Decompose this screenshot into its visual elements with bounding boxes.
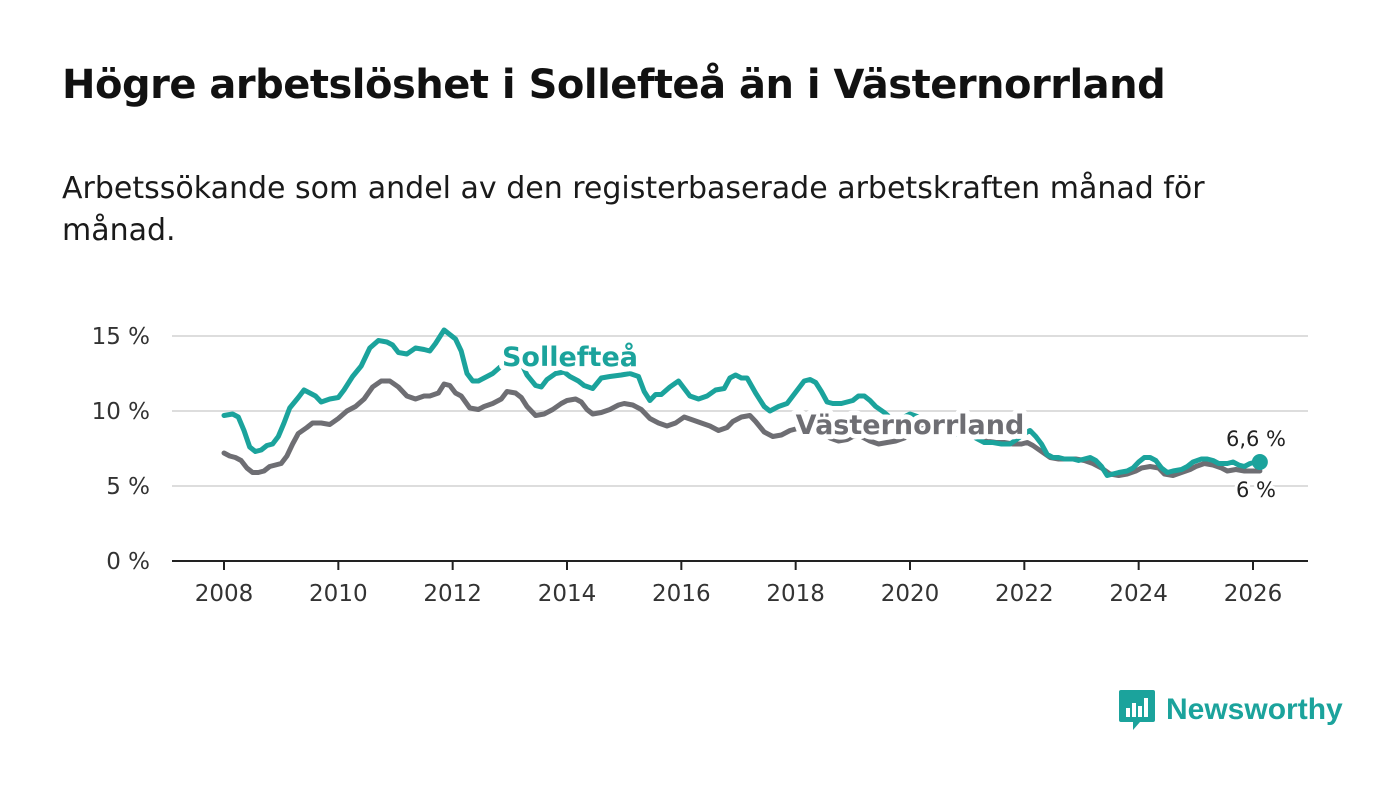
y-axis-ticks: 0 % 5 % 10 % 15 % bbox=[92, 324, 150, 575]
series-lines bbox=[221, 327, 1268, 478]
x-tick-label-2012: 2012 bbox=[423, 581, 482, 607]
series-line-solleftea bbox=[221, 327, 1263, 478]
x-tick-label-2016: 2016 bbox=[652, 581, 711, 607]
y-tick-label-15: 15 % bbox=[92, 324, 150, 350]
x-tick-label-2014: 2014 bbox=[538, 581, 597, 607]
x-tick-label-2026: 2026 bbox=[1224, 581, 1283, 607]
end-value-label-vasternorrland: 6 % bbox=[1236, 478, 1276, 502]
series-endpoint-solleftea bbox=[1251, 454, 1268, 470]
x-tick-label-2020: 2020 bbox=[881, 581, 940, 607]
x-axis-ticks: 2008 2010 2012 2014 2016 2018 2020 2022 2024 2026 bbox=[195, 561, 1283, 607]
y-tick-label-10: 10 % bbox=[92, 399, 150, 425]
series-labels: Sollefteå Västernorrland 6,6 % 6 % bbox=[497, 336, 1289, 505]
x-tick-label-2024: 2024 bbox=[1109, 581, 1168, 607]
y-tick-label-0: 0 % bbox=[106, 549, 150, 575]
bar-chart-speech-bubble-icon bbox=[1119, 690, 1155, 730]
y-tick-label-5: 5 % bbox=[106, 474, 150, 500]
brand-name: Newsworthy bbox=[1166, 693, 1343, 726]
chart-subtitle: Arbetssökande som andel av den registerb… bbox=[62, 171, 1205, 248]
gridlines bbox=[172, 335, 1308, 487]
series-line-vasternorrland bbox=[221, 378, 1263, 478]
x-tick-label-2022: 2022 bbox=[995, 581, 1054, 607]
brand-logo: Newsworthy bbox=[1118, 688, 1343, 732]
series-label-solleftea: Sollefteå bbox=[502, 341, 638, 373]
x-tick-label-2010: 2010 bbox=[309, 581, 368, 607]
end-value-label-solleftea: 6,6 % bbox=[1226, 427, 1286, 451]
chart-title: Högre arbetslöshet i Sollefteå än i Väst… bbox=[62, 62, 1166, 108]
x-tick-label-2018: 2018 bbox=[766, 581, 825, 607]
series-label-vasternorrland: Västernorrland bbox=[796, 410, 1025, 441]
x-tick-label-2008: 2008 bbox=[195, 581, 254, 607]
